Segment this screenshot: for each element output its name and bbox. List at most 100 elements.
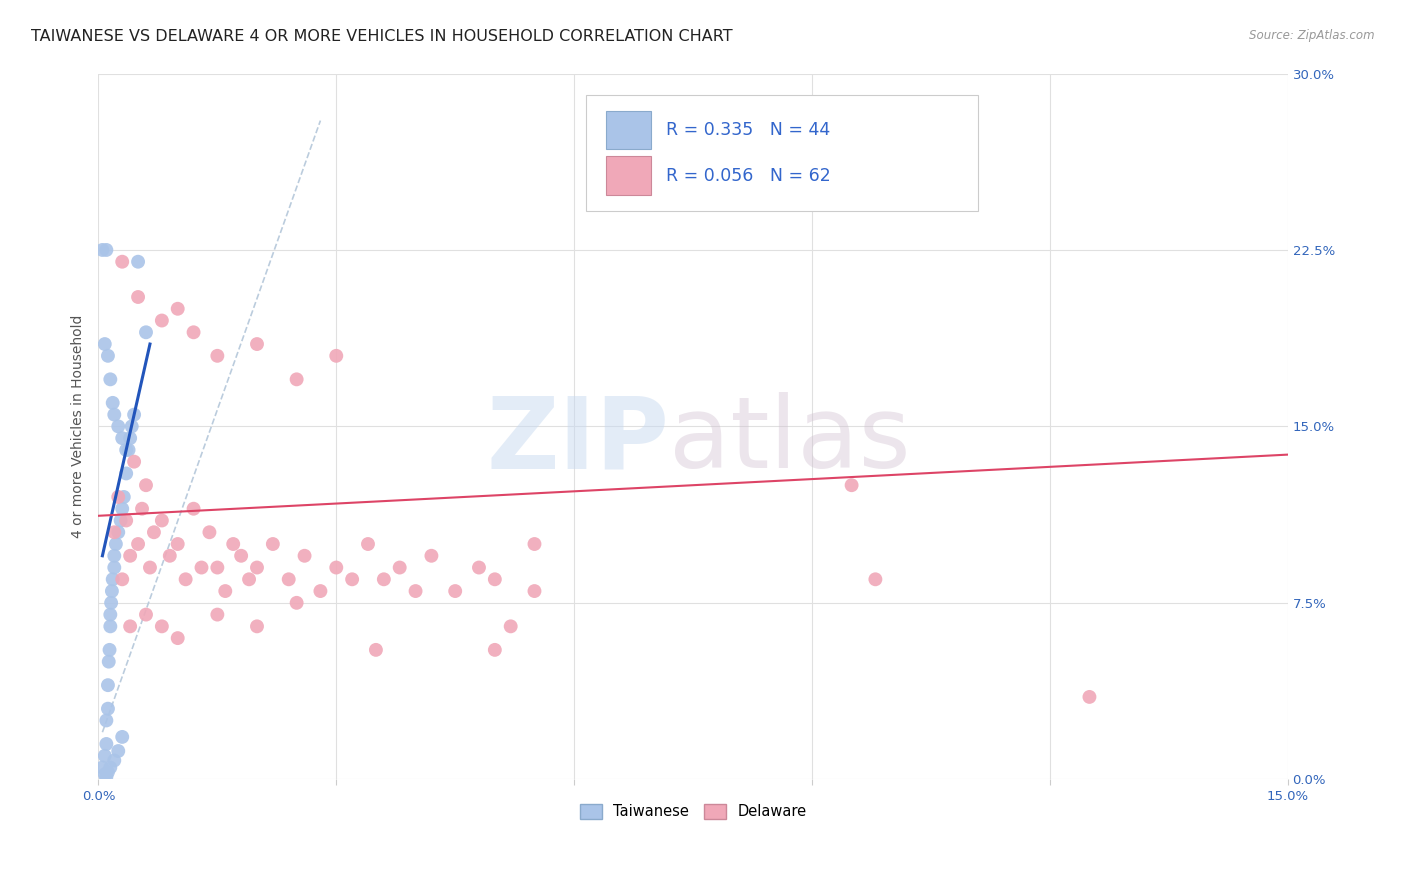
Point [91,760,114,774]
Point [285,372,308,386]
Point [246,560,269,574]
Point [107,744,129,758]
Point [246,337,269,351]
Point [111,431,134,445]
Point [117,442,139,457]
Point [183,501,205,516]
Point [103,754,125,768]
Point [364,643,387,657]
Text: Source: ZipAtlas.com: Source: ZipAtlas.com [1250,29,1375,42]
Point [262,537,284,551]
Point [97,678,120,692]
Point [101,584,124,599]
Point [97,701,120,715]
Point [115,514,138,528]
Point [98,760,121,774]
Point [94,337,117,351]
Point [183,326,205,340]
Text: TAIWANESE VS DELAWARE 4 OR MORE VEHICLES IN HOUSEHOLD CORRELATION CHART: TAIWANESE VS DELAWARE 4 OR MORE VEHICLES… [31,29,733,44]
Text: R = 0.056   N = 62: R = 0.056 N = 62 [665,167,831,185]
Point [131,501,153,516]
Point [246,619,269,633]
Point [190,560,212,574]
Point [174,572,197,586]
Point [198,525,221,540]
Point [484,643,506,657]
Point [238,572,260,586]
Point [96,770,118,784]
Point [166,301,188,316]
Point [142,525,165,540]
Point [94,748,117,763]
Point [135,478,157,492]
Point [96,243,118,257]
Point [285,596,308,610]
Point [103,525,125,540]
Point [107,490,129,504]
Point [1078,690,1101,704]
Point [484,572,506,586]
Point [120,431,142,445]
Point [388,560,411,574]
Point [104,537,127,551]
Point [127,537,149,551]
Point [103,408,125,422]
Point [115,467,138,481]
Point [101,396,124,410]
Point [111,254,134,268]
Point [112,490,135,504]
Point [110,514,132,528]
FancyBboxPatch shape [606,156,651,195]
Point [444,584,467,599]
Point [111,730,134,744]
Text: ZIP: ZIP [486,392,669,489]
Point [207,349,229,363]
Point [135,326,157,340]
Point [222,537,245,551]
Point [98,619,121,633]
Point [325,560,347,574]
Point [120,619,142,633]
Point [468,560,491,574]
Point [420,549,443,563]
Point [98,607,121,622]
Point [277,572,299,586]
Point [841,478,863,492]
Point [107,525,129,540]
Point [107,419,129,434]
Point [214,584,236,599]
Point [207,607,229,622]
Point [97,349,120,363]
Point [357,537,380,551]
Point [115,442,138,457]
Point [405,584,427,599]
Point [340,572,363,586]
Point [111,572,134,586]
Point [121,419,143,434]
Point [166,537,188,551]
Point [127,254,149,268]
Point [865,572,887,586]
FancyBboxPatch shape [586,95,979,211]
Y-axis label: 4 or more Vehicles in Household: 4 or more Vehicles in Household [72,315,86,538]
Point [98,372,121,386]
Point [122,408,145,422]
Point [103,560,125,574]
Point [100,596,122,610]
Point [207,560,229,574]
Point [294,549,316,563]
Point [523,584,546,599]
Point [127,290,149,304]
FancyBboxPatch shape [606,111,651,149]
Point [523,537,546,551]
Point [150,313,173,327]
Text: atlas: atlas [669,392,911,489]
Point [122,455,145,469]
Point [94,767,117,781]
Point [97,655,120,669]
Text: R = 0.335   N = 44: R = 0.335 N = 44 [665,121,830,139]
Point [135,607,157,622]
Legend: Taiwanese, Delaware: Taiwanese, Delaware [574,797,813,825]
Point [373,572,395,586]
Point [111,501,134,516]
